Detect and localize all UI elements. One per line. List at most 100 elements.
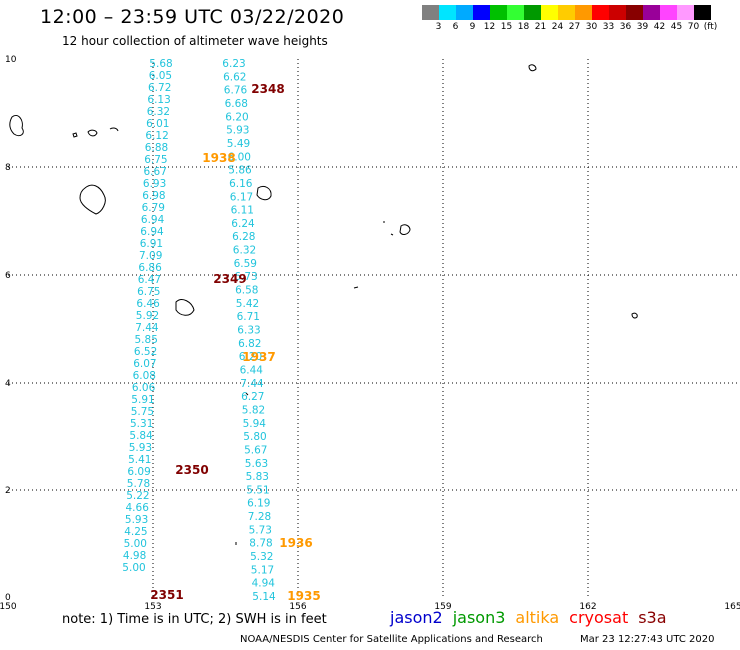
wave-height-value: 5.68 [149, 58, 172, 70]
legend-label: 15 [500, 22, 513, 32]
wave-height-value: 5.92 [136, 310, 159, 322]
wave-height-value: 6.91 [140, 238, 163, 250]
wave-height-value: 6.52 [134, 346, 157, 358]
legend-label: 42 [653, 22, 666, 32]
x-tick-label: 156 [289, 602, 306, 610]
wave-height-value: 5.85 [135, 334, 158, 346]
wave-height-value: 4.66 [126, 502, 150, 514]
y-tick-label: 2 [5, 486, 11, 496]
wave-height-value: 6.73 [234, 271, 257, 283]
satellite-label: jason2 [390, 608, 443, 627]
wave-height-value: 6.19 [247, 498, 270, 510]
legend-swatch [490, 5, 507, 20]
legend-label: 3 [435, 22, 442, 32]
legend-swatch [439, 5, 456, 20]
wave-height-value: 6.71 [237, 311, 260, 323]
island-outline [175, 299, 195, 316]
wave-height-value: 6.58 [235, 285, 258, 297]
wave-height-value: 5.22 [126, 490, 149, 502]
wave-height-value: 6.93 [143, 178, 166, 190]
wave-height-value: 6.28 [232, 231, 255, 243]
pass-time-labels: 2348 1938 2349 1937 2350 1936 2351 1935 [150, 82, 320, 603]
wave-height-value: 5.14 [252, 591, 276, 603]
wave-height-value: 6.72 [148, 82, 171, 94]
wave-height-value: 6.07 [133, 358, 156, 370]
wave-height-value: 5.17 [251, 564, 274, 576]
wave-height-value: 5.84 [129, 430, 153, 442]
y-tick-label: 10 [5, 55, 17, 65]
wave-height-value: 6.16 [229, 178, 253, 190]
legend-label: 27 [568, 22, 581, 32]
wave-height-value: 6.75 [144, 154, 167, 166]
footer-note: note: 1) Time is in UTC; 2) SWH is in fe… [62, 612, 327, 627]
legend-label: 21 [534, 22, 547, 32]
wave-height-value: 5.93 [125, 514, 148, 526]
wave-height-value: 6.79 [142, 202, 165, 214]
lat-lon-grid [8, 59, 740, 597]
legend-label: 12 [483, 22, 496, 32]
color-scale-legend [422, 5, 711, 20]
wave-height-value: 7.44 [135, 322, 159, 334]
wave-height-value: 6.01 [146, 118, 169, 130]
pass-time-label: 2348 [251, 82, 284, 96]
wave-height-value: 5.00 [122, 562, 145, 574]
wave-height-value: 4.25 [124, 526, 147, 538]
wave-height-value: 5.86 [228, 165, 252, 177]
wave-height-value: 5.63 [245, 458, 268, 470]
axis-ticks: 150 153 156 159 162 165 0 2 4 6 8 10 [0, 55, 740, 610]
legend-swatch [626, 5, 643, 20]
island-outline [9, 114, 24, 137]
legend-swatch [524, 5, 541, 20]
wave-height-value: 6.05 [149, 70, 172, 82]
legend-label: 70 [687, 22, 700, 32]
pass-time-label: 1935 [287, 589, 320, 603]
x-tick-label: 165 [724, 602, 740, 610]
legend-label: 39 [636, 22, 649, 32]
wave-height-value: 6.27 [241, 391, 264, 403]
island-outline [87, 129, 98, 137]
y-tick-label: 8 [5, 163, 11, 173]
wave-height-value: 5.78 [127, 478, 150, 490]
wave-height-tracks: 5.686.056.726.136.326.016.126.886.756.67… [122, 58, 276, 603]
wave-height-value: 6.17 [230, 191, 253, 203]
satellite-label: cryosat [569, 608, 629, 627]
wave-height-value: 5.51 [246, 484, 269, 496]
legend-swatch [422, 5, 439, 20]
pass-time-label: 1936 [279, 536, 312, 550]
legend-swatch [609, 5, 626, 20]
wave-height-value: 5.42 [236, 298, 259, 310]
y-tick-label: 0 [5, 593, 11, 603]
pass-time-label: 2350 [175, 463, 208, 477]
island-outline [399, 224, 411, 235]
wave-height-value: 6.33 [237, 325, 260, 337]
wave-height-value: 6.24 [231, 218, 255, 230]
legend-label: 6 [452, 22, 459, 32]
wave-height-value: 6.09 [127, 466, 150, 478]
wave-height-value: 5.00 [124, 538, 147, 550]
wave-height-value: 5.49 [227, 138, 250, 150]
wave-height-value: 5.93 [226, 125, 249, 137]
y-tick-label: 4 [5, 379, 11, 389]
coastlines [9, 64, 638, 545]
satellite-legend: jason2 jason3 altika cryosat s3a [390, 608, 677, 627]
wave-height-value: 6.12 [145, 130, 168, 142]
wave-height-value: 6.94 [140, 226, 164, 238]
pass-time-label: 2349 [213, 272, 246, 286]
legend-swatch [456, 5, 473, 20]
legend-swatch [575, 5, 592, 20]
legend-swatch [660, 5, 677, 20]
wave-height-value: 5.32 [250, 551, 273, 563]
wave-height-value: 6.32 [233, 245, 256, 257]
island-outline [109, 127, 119, 132]
pass-time-label: 1938 [202, 151, 235, 165]
wave-height-value: 6.94 [141, 214, 165, 226]
wave-height-value: 5.83 [246, 471, 269, 483]
wave-height-value: 6.62 [223, 71, 246, 83]
wave-height-map: 5.686.056.726.136.326.016.126.886.756.67… [0, 55, 740, 610]
page-subtitle: 12 hour collection of altimeter wave hei… [62, 34, 328, 48]
legend-label: 36 [619, 22, 632, 32]
y-tick-label: 6 [5, 271, 11, 281]
wave-height-value: 6.06 [132, 382, 156, 394]
generated-timestamp: Mar 23 12:27:43 UTC 2020 [580, 634, 715, 645]
wave-height-value: 5.94 [243, 418, 267, 430]
